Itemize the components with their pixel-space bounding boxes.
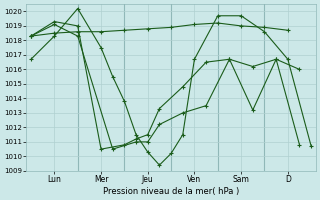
X-axis label: Pression niveau de la mer( hPa ): Pression niveau de la mer( hPa ) <box>103 187 239 196</box>
